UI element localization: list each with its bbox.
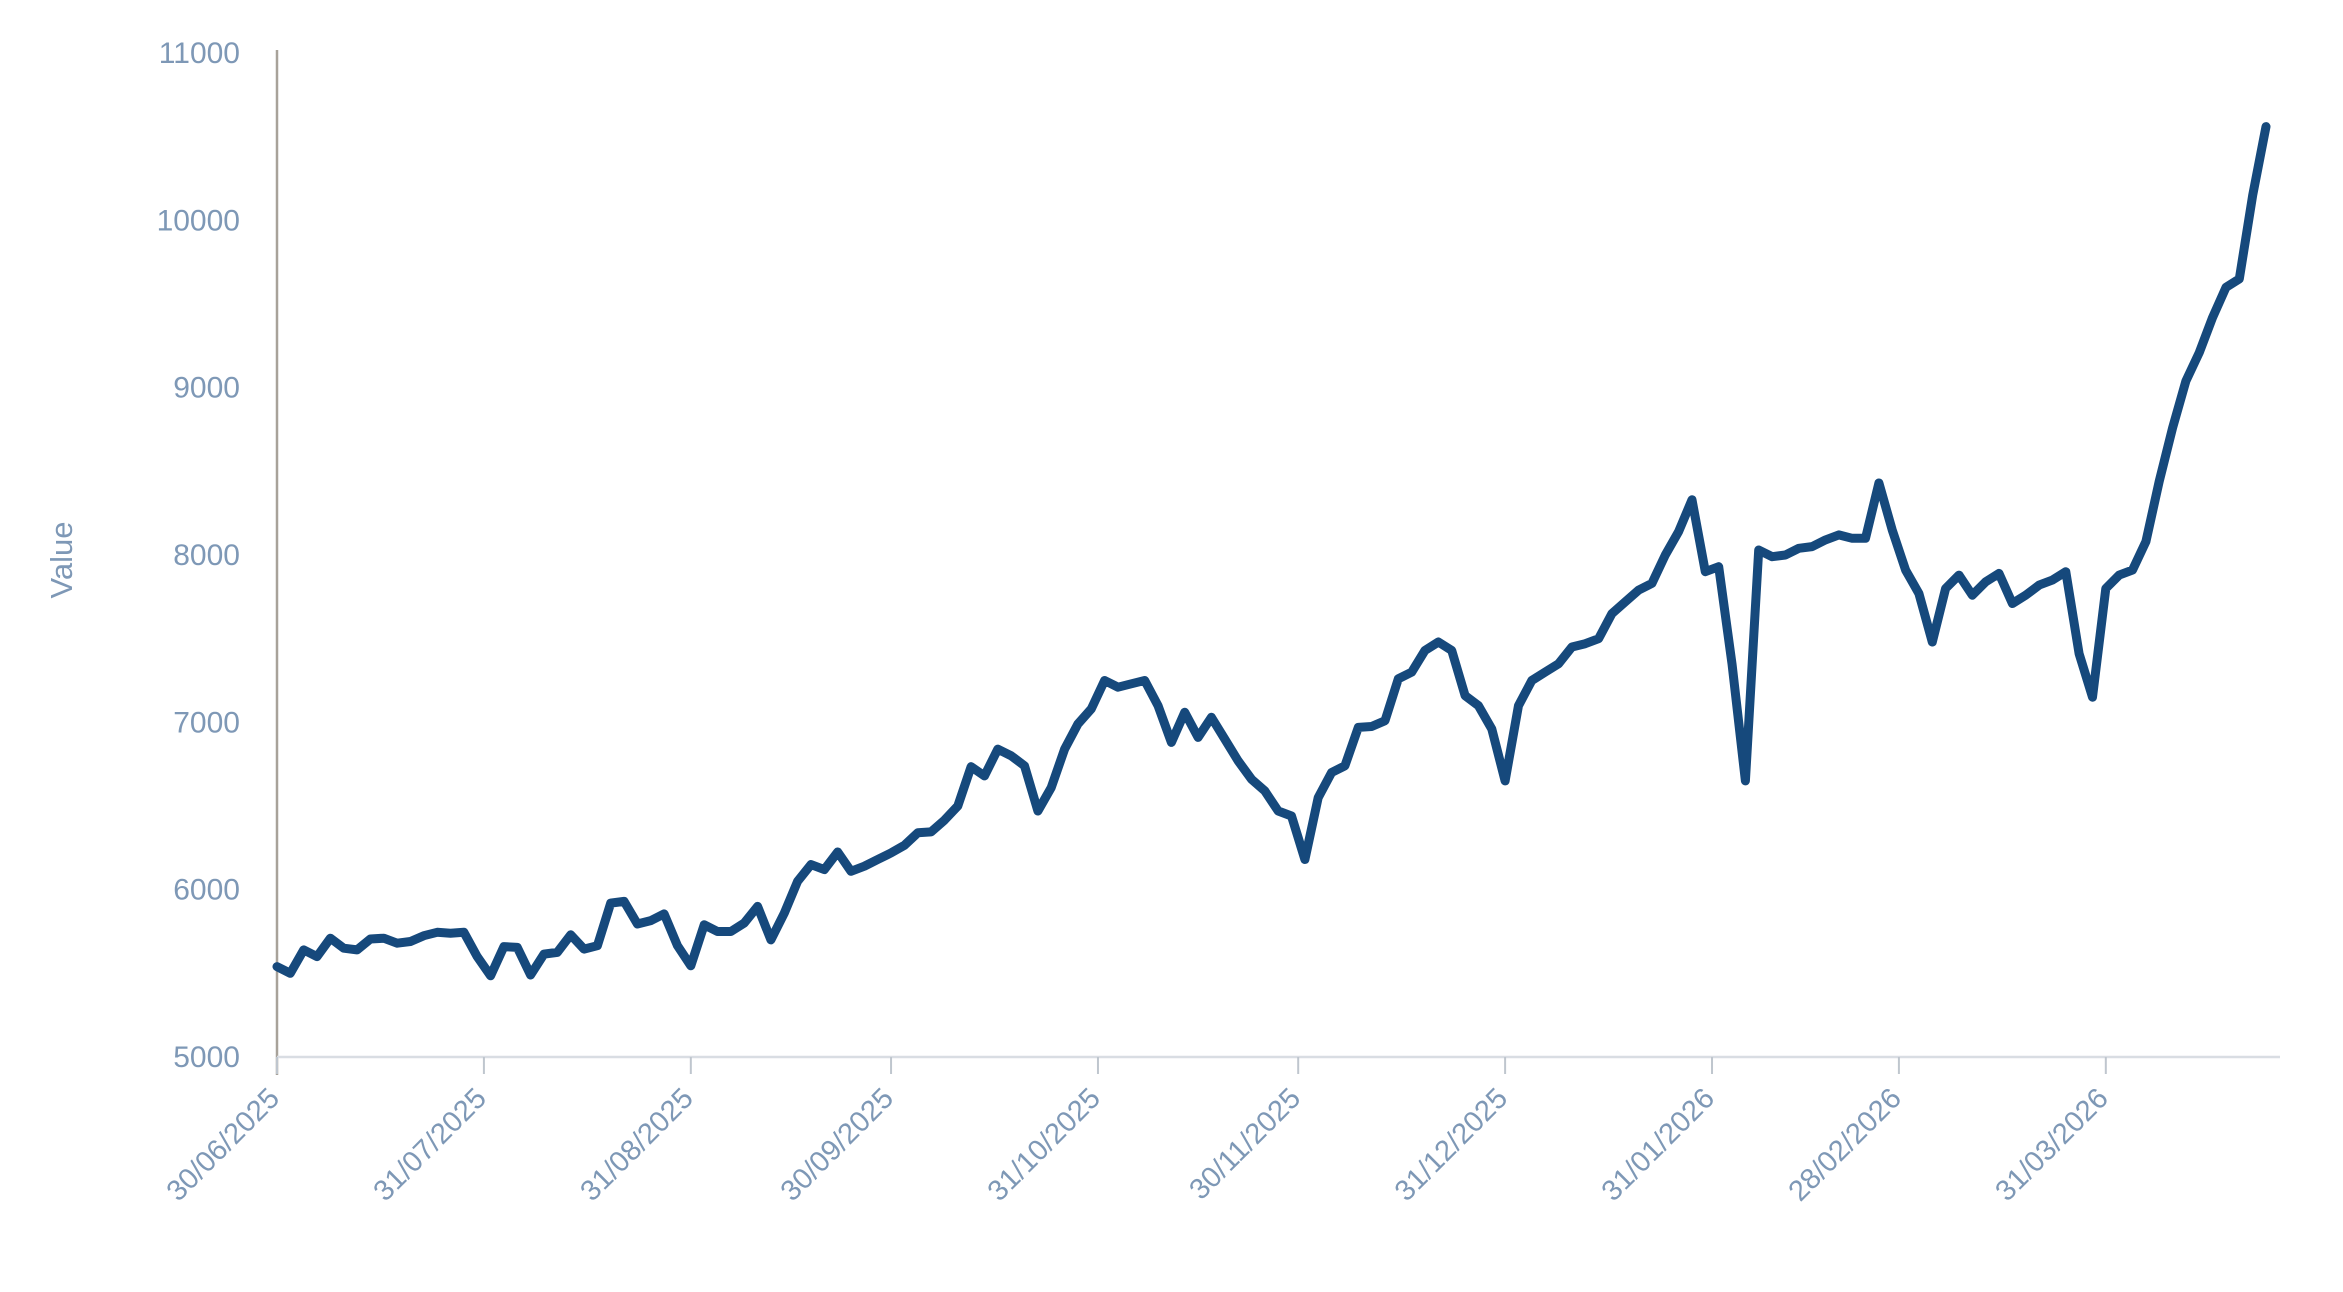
y-tick-label: 8000 xyxy=(173,539,240,572)
y-tick-label: 6000 xyxy=(173,874,240,907)
y-tick-label: 9000 xyxy=(173,372,240,405)
y-axis-title: Value xyxy=(44,522,79,599)
y-tick-label: 7000 xyxy=(173,706,240,739)
x-tick-label: 31/12/2025 xyxy=(1389,1082,1514,1207)
x-tick-label: 31/08/2025 xyxy=(575,1082,700,1207)
x-tick-label: 31/03/2026 xyxy=(1989,1082,2114,1207)
x-tick-label: 30/11/2025 xyxy=(1183,1082,1307,1206)
x-tick-label: 31/07/2025 xyxy=(368,1082,493,1207)
x-tick-label: 30/06/2025 xyxy=(161,1082,286,1207)
x-tick-label: 30/09/2025 xyxy=(775,1082,900,1207)
x-tick-label: 31/01/2026 xyxy=(1596,1082,1721,1207)
series-line-value xyxy=(272,122,2271,981)
x-tick-label: 28/02/2026 xyxy=(1783,1082,1908,1207)
y-tick-label: 11000 xyxy=(159,37,240,70)
y-tick-label: 10000 xyxy=(157,204,240,237)
x-tick-label: 31/10/2025 xyxy=(982,1082,1107,1207)
y-tick-label: 5000 xyxy=(173,1041,240,1074)
